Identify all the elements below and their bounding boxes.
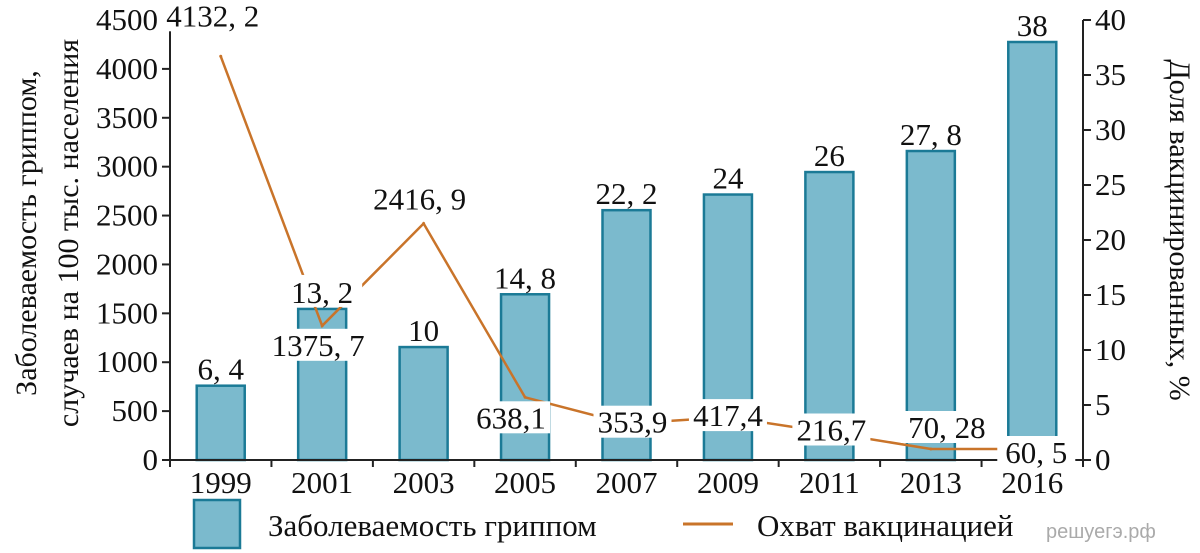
legend: Заболеваемость гриппом Охват вакцинацией bbox=[192, 498, 1013, 550]
line-point-2001 bbox=[320, 324, 324, 328]
y-left-tick-label: 4000 bbox=[96, 51, 158, 86]
x-tick-label: 2016 bbox=[1001, 465, 1063, 500]
line-value-label-bg bbox=[997, 436, 1076, 468]
bar-value-label-bg bbox=[810, 138, 849, 171]
line-value-label: 1375, 7 bbox=[272, 328, 365, 363]
line-value-label-bg bbox=[593, 405, 672, 438]
y-right-tick-label: 40 bbox=[1095, 2, 1126, 37]
bar-value-label-bg bbox=[485, 260, 566, 293]
bar-value-label-bg bbox=[187, 351, 254, 384]
bar-value-label: 22, 2 bbox=[596, 176, 658, 211]
y-right-tick-label: 20 bbox=[1095, 222, 1126, 257]
bar-value-label: 13, 2 bbox=[291, 275, 353, 310]
line-value-label-bg bbox=[688, 399, 767, 432]
axes-layer: 0 500 1000 1500 2000 2500 3000 3500 4000 4500 0 5 10… bbox=[96, 2, 1126, 500]
bar-1999 bbox=[195, 384, 246, 462]
y-left-tick-label: 4500 bbox=[96, 2, 158, 37]
y-left-tick-label: 500 bbox=[112, 393, 159, 428]
y-right-tick-label: 30 bbox=[1095, 112, 1126, 147]
line-value-label-bg bbox=[472, 401, 551, 434]
y-right-tick-label: 5 bbox=[1095, 387, 1111, 422]
y-right-tick-label: 10 bbox=[1095, 332, 1126, 367]
bar-2013 bbox=[905, 149, 957, 462]
bar-value-label: 6, 4 bbox=[197, 352, 244, 387]
line-value-label-bg bbox=[265, 328, 372, 361]
bar-value-label: 14, 8 bbox=[494, 260, 556, 295]
y-axis-left-title-line1: Заболеваемость гриппом, bbox=[10, 70, 43, 396]
line-value-label-bg bbox=[159, 0, 266, 32]
legend-bar-swatch bbox=[192, 498, 242, 550]
y-axis-left-title-line2: случаев на 100 тыс. населения bbox=[52, 39, 85, 427]
x-tick-label: 2001 bbox=[291, 465, 353, 500]
line-point-1999 bbox=[219, 54, 223, 58]
line-point-2005 bbox=[523, 395, 527, 399]
x-tick-label: 1999 bbox=[190, 465, 252, 500]
line-value-label: 2416, 9 bbox=[373, 182, 466, 217]
line-value-label: 4132, 2 bbox=[166, 0, 259, 33]
y-left-tick-label: 3500 bbox=[96, 100, 158, 135]
y-right-tick-label: 25 bbox=[1095, 167, 1126, 202]
y-left-tick-label: 0 bbox=[143, 442, 159, 477]
y-left-tick-label: 2500 bbox=[96, 198, 158, 233]
bar-value-label: 26 bbox=[814, 138, 845, 173]
line-value-label: 638,1 bbox=[476, 400, 546, 435]
bar-value-label: 24 bbox=[712, 161, 744, 196]
x-tick-label: 2011 bbox=[799, 465, 860, 500]
line-value-label: 60, 5 bbox=[1005, 435, 1067, 470]
line-point-2003 bbox=[422, 222, 426, 225]
bar-2003 bbox=[398, 345, 449, 462]
y-right-tick-label: 0 bbox=[1095, 442, 1111, 477]
legend-bar-label: Заболеваемость гриппом bbox=[268, 508, 597, 543]
y-left-tick-label: 3000 bbox=[96, 149, 158, 184]
bar-value-label-bg bbox=[890, 117, 971, 150]
y-right-tick-label: 15 bbox=[1095, 277, 1126, 312]
bar-value-label: 38 bbox=[1017, 8, 1048, 43]
bar-2016 bbox=[1007, 40, 1058, 462]
x-tick-label: 2009 bbox=[697, 465, 759, 500]
bar-value-label-bg bbox=[586, 176, 667, 209]
line-value-label: 216,7 bbox=[797, 413, 867, 448]
line-value-label-bg bbox=[366, 182, 473, 215]
bar-value-label: 27, 8 bbox=[900, 117, 962, 152]
line-value-label: 417,4 bbox=[693, 398, 763, 433]
y-left-tick-label: 2000 bbox=[96, 246, 158, 281]
y-axis-right-title: Доля вакцинированных, % bbox=[1163, 59, 1196, 401]
line-value-label-bg bbox=[792, 413, 871, 446]
x-tick-label: 2007 bbox=[596, 465, 658, 500]
y-left-tick-label: 1000 bbox=[96, 344, 158, 379]
bar-value-label-bg bbox=[404, 313, 443, 346]
bar-value-label-bg bbox=[1013, 8, 1052, 40]
line-value-label: 353,9 bbox=[598, 405, 668, 440]
line-point-2013 bbox=[929, 447, 933, 451]
line-value-label: 70, 28 bbox=[908, 410, 986, 445]
watermark: решуегэ.рф bbox=[1046, 521, 1156, 543]
bar-value-label-bg bbox=[282, 274, 363, 307]
bar-value-label-bg bbox=[708, 160, 747, 193]
y-right-tick-label: 35 bbox=[1095, 57, 1126, 92]
bars-layer bbox=[195, 40, 1058, 462]
bar-value-label: 10 bbox=[408, 313, 439, 348]
x-tick-label: 2005 bbox=[494, 465, 556, 500]
line-value-label-bg bbox=[900, 411, 993, 443]
legend-line-label: Охват вакцинацией bbox=[757, 508, 1013, 543]
labels-layer: 6, 4 13, 2 10 14, 8 22, 2 24 26 27, 8 38 4132, 2 1… bbox=[159, 0, 1076, 470]
x-tick-label: 2013 bbox=[900, 465, 962, 500]
y-left-tick-label: 1500 bbox=[96, 295, 158, 330]
x-tick-label: 2003 bbox=[393, 465, 455, 500]
